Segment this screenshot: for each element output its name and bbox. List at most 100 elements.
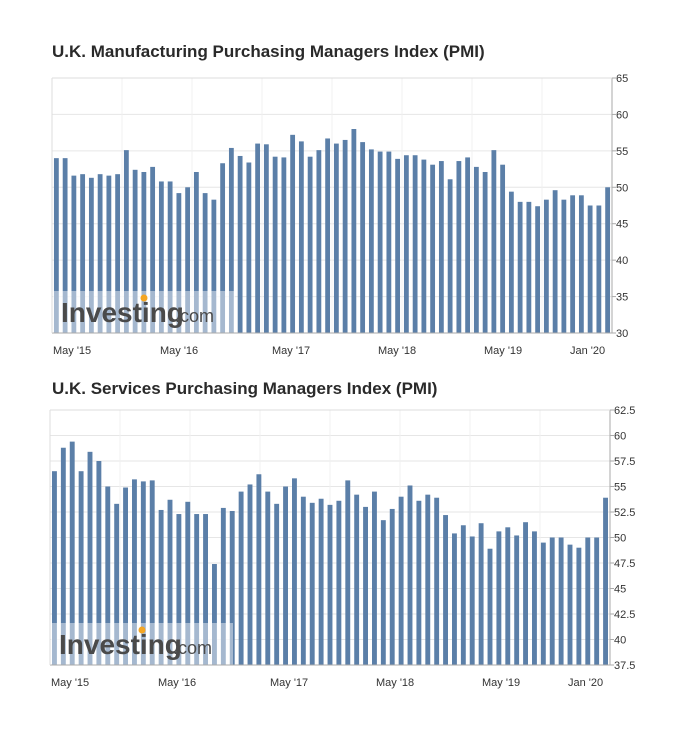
bar[interactable] [105,486,111,666]
bar[interactable] [307,156,313,333]
bar[interactable] [351,129,357,333]
bar[interactable] [265,491,271,665]
bar[interactable] [238,491,244,665]
bar[interactable] [368,149,374,333]
bar[interactable] [421,159,427,333]
bar[interactable] [430,164,436,333]
bar[interactable] [561,199,567,333]
bar[interactable] [96,461,102,665]
bar[interactable] [456,161,462,333]
bar[interactable] [460,525,466,665]
bar[interactable] [212,564,217,665]
bar[interactable] [202,193,208,333]
bar[interactable] [567,544,573,665]
bar[interactable] [482,171,488,333]
bar[interactable] [596,205,602,334]
bar[interactable] [465,157,471,333]
bar[interactable] [549,537,555,666]
bar[interactable] [540,542,546,665]
bar[interactable] [256,474,262,665]
bar[interactable] [372,491,377,665]
bar[interactable] [407,485,413,665]
bar[interactable] [140,481,146,665]
bar[interactable] [316,150,322,333]
bar[interactable] [543,199,549,333]
bar[interactable] [150,166,156,333]
bar[interactable] [60,447,66,665]
bar[interactable] [87,451,93,665]
bar[interactable] [336,500,342,665]
bar[interactable] [434,497,440,665]
bar[interactable] [603,497,608,665]
bar[interactable] [325,138,331,333]
bar[interactable] [185,187,191,333]
bar[interactable] [576,547,582,665]
bar[interactable] [587,205,593,334]
bar[interactable] [309,502,315,665]
bar[interactable] [167,499,173,665]
bar[interactable] [552,190,558,333]
bar[interactable] [97,174,103,333]
bar[interactable] [585,537,591,666]
bar[interactable] [469,536,475,665]
bar[interactable] [246,162,252,333]
bar[interactable] [211,199,217,333]
bar[interactable] [290,134,296,333]
bar[interactable] [193,171,199,333]
bar[interactable] [80,174,86,333]
bar[interactable] [132,479,137,665]
bar[interactable] [443,515,448,665]
bar[interactable] [473,166,479,333]
bar[interactable] [333,143,339,333]
bar[interactable] [123,487,128,665]
bar[interactable] [71,175,77,333]
bar[interactable] [395,158,401,333]
bar[interactable] [123,150,129,333]
bar[interactable] [106,175,112,333]
bar[interactable] [425,494,431,665]
bar[interactable] [327,504,333,665]
bar[interactable] [505,527,511,665]
bar[interactable] [416,500,422,665]
bar[interactable] [62,158,68,333]
bar[interactable] [283,486,288,666]
bar[interactable] [237,155,243,333]
bar[interactable] [114,503,120,665]
bar[interactable] [487,548,493,665]
bar[interactable] [228,147,234,333]
bar[interactable] [363,506,368,665]
bar[interactable] [220,163,226,333]
bar[interactable] [203,514,208,665]
bar[interactable] [247,484,253,665]
bar[interactable] [132,169,138,333]
bar[interactable] [176,514,182,665]
bar[interactable] [594,537,600,666]
bar[interactable] [354,494,360,665]
bar[interactable] [578,195,584,333]
bar[interactable] [220,507,226,665]
bar[interactable] [167,181,173,333]
bar[interactable] [263,144,269,333]
bar[interactable] [298,141,304,333]
bar[interactable] [526,201,532,333]
bar[interactable] [272,156,278,333]
bar[interactable] [478,523,484,665]
bar[interactable] [115,174,121,333]
bar[interactable] [229,510,235,665]
bar[interactable] [496,531,502,665]
bar[interactable] [491,150,497,333]
bar[interactable] [447,179,453,333]
bar[interactable] [52,471,57,665]
bar[interactable] [500,164,506,333]
bar[interactable] [570,195,576,333]
bar[interactable] [149,480,155,665]
bar[interactable] [69,441,75,665]
bar[interactable] [558,537,564,666]
bar[interactable] [605,187,611,333]
bar[interactable] [514,535,520,665]
bar[interactable] [508,191,514,333]
bar[interactable] [53,158,59,333]
bar[interactable] [141,171,147,333]
bar[interactable] [176,193,182,333]
bar[interactable] [532,531,537,665]
